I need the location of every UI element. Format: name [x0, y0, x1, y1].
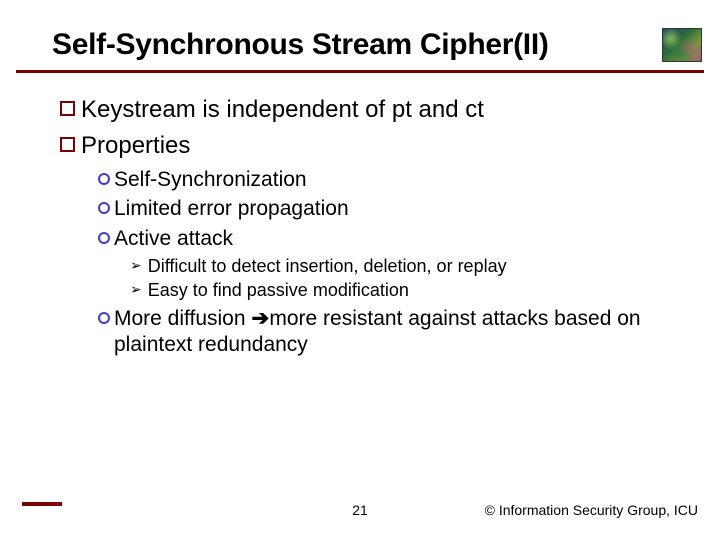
- bullet-lvl2: Active attack: [98, 226, 680, 252]
- arrow-right-icon: ➔: [251, 306, 269, 332]
- bullet-lvl2: Self-Synchronization: [98, 167, 680, 193]
- circle-bullet-icon: [98, 232, 110, 244]
- circle-bullet-icon: [98, 173, 110, 185]
- triangle-bullet-icon: ➢: [130, 281, 142, 298]
- square-bullet-icon: [60, 137, 75, 152]
- bullet-lvl2: More diffusion ➔more resistant against a…: [98, 306, 680, 359]
- bullet-text: Easy to find passive modification: [148, 279, 409, 302]
- bullet-lvl3: ➢ Difficult to detect insertion, deletio…: [130, 255, 680, 278]
- bullet-text: Keystream is independent of pt and ct: [81, 95, 484, 125]
- bullet-lvl1: Keystream is independent of pt and ct: [60, 95, 680, 125]
- footer: 21 © Information Security Group, ICU: [0, 502, 720, 522]
- logo-icon: [662, 28, 702, 62]
- bullet-text: More diffusion ➔more resistant against a…: [114, 306, 680, 359]
- bullet-text: Properties: [81, 131, 190, 161]
- bullet-text: Active attack: [114, 226, 233, 252]
- copyright-text: © Information Security Group, ICU: [485, 502, 698, 518]
- bullet-lvl2: Limited error propagation: [98, 196, 680, 222]
- circle-bullet-icon: [98, 312, 110, 324]
- triangle-bullet-icon: ➢: [130, 257, 142, 274]
- bullet-text-pre: More diffusion: [114, 307, 251, 330]
- content-area: Keystream is independent of pt and ct Pr…: [0, 73, 720, 358]
- bullet-text: Self-Synchronization: [114, 167, 307, 193]
- bullet-lvl3: ➢ Easy to find passive modification: [130, 279, 680, 302]
- circle-bullet-icon: [98, 202, 110, 214]
- slide: Self-Synchronous Stream Cipher(II) Keyst…: [0, 0, 720, 540]
- slide-title: Self-Synchronous Stream Cipher(II): [52, 28, 662, 62]
- lvl2-group: Self-Synchronization Limited error propa…: [60, 167, 680, 358]
- page-number: 21: [352, 502, 368, 518]
- bullet-text: Limited error propagation: [114, 196, 349, 222]
- square-bullet-icon: [60, 101, 75, 116]
- lvl3-group: ➢ Difficult to detect insertion, deletio…: [98, 255, 680, 302]
- bullet-text: Difficult to detect insertion, deletion,…: [148, 255, 507, 278]
- bullet-lvl1: Properties: [60, 131, 680, 161]
- title-row: Self-Synchronous Stream Cipher(II): [0, 28, 720, 62]
